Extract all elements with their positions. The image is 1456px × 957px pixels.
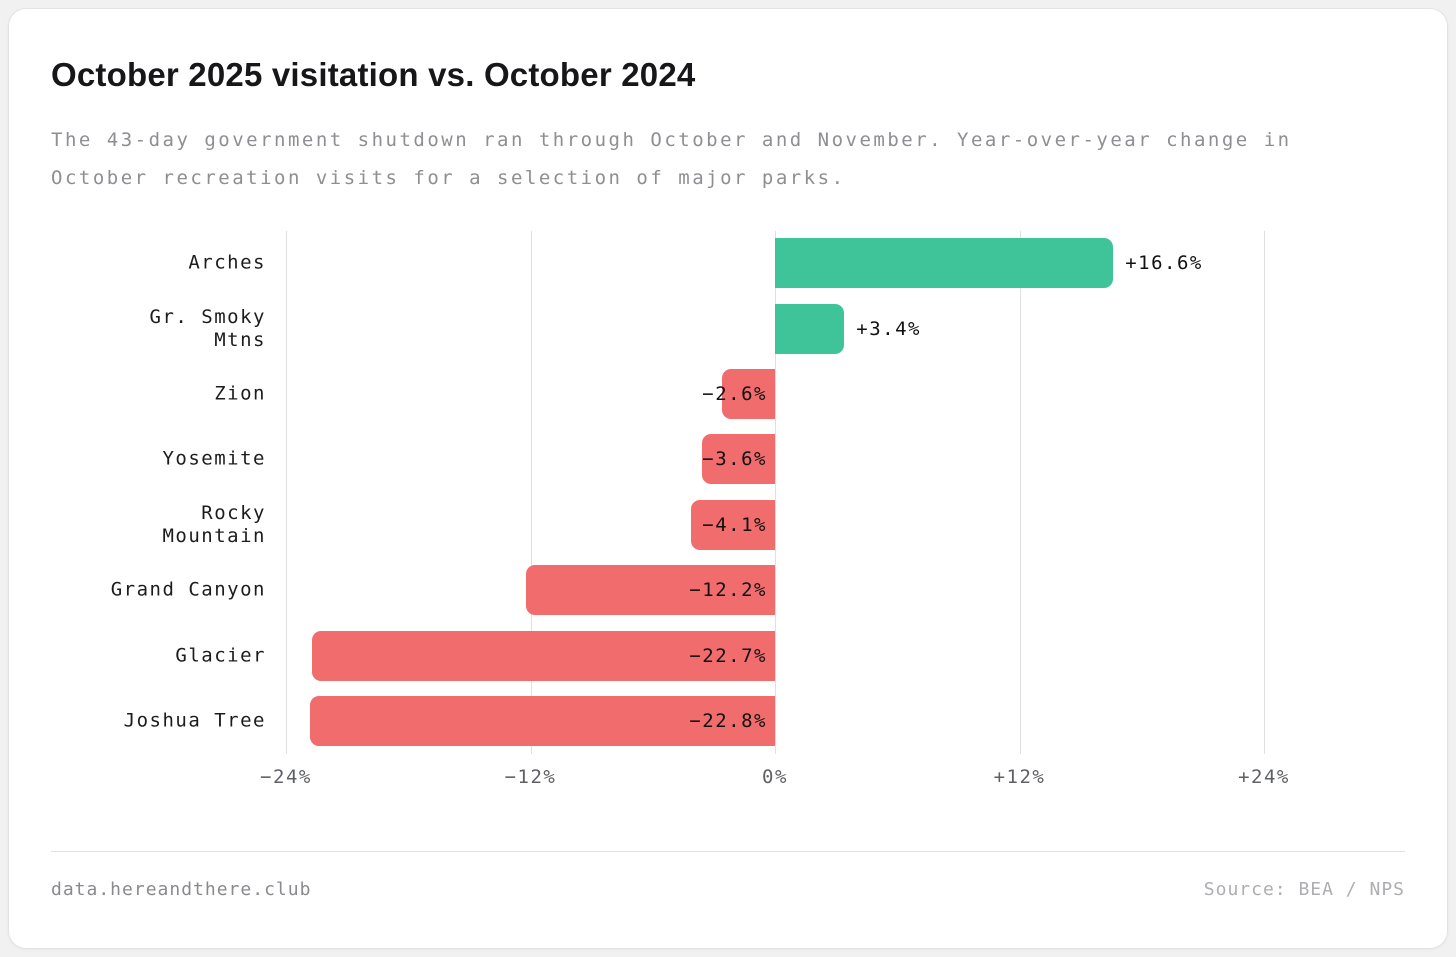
bar-chart: Arches +16.6% Gr. Smoky Mtns +3.4% Zion −2.6%… [51, 230, 1405, 754]
category-label: Grand Canyon [110, 578, 266, 601]
page-title: October 2025 visitation vs. October 2024 [51, 56, 696, 93]
category-label: Arches [188, 251, 266, 274]
bar-joshua-tree [310, 696, 775, 747]
chart-row-gr-smoky-mtns: Gr. Smoky Mtns +3.4% [51, 296, 1405, 361]
value-label: +16.6% [1125, 252, 1203, 275]
value-label: −3.6% [702, 448, 767, 471]
chart-card: October 2025 visitation vs. October 2024… [8, 8, 1448, 949]
chart-row-yosemite: Yosemite −3.6% [51, 427, 1405, 492]
source-credit: Source: BEA / NPS [1203, 878, 1405, 900]
page-footer: data.hereandthere.club Source: BEA / NPS [51, 879, 1405, 900]
value-label: −12.2% [689, 579, 767, 602]
bar-zion [722, 369, 775, 420]
chart-row-joshua-tree: Joshua Tree −22.8% [51, 688, 1405, 753]
bar-grand-canyon [526, 565, 775, 616]
gridline [530, 230, 532, 754]
category-label: Gr. Smoky Mtns [149, 305, 266, 351]
chart-row-rocky-mountain: Rocky Mountain −4.1% [51, 492, 1405, 557]
chart-row-glacier: Glacier −22.7% [51, 623, 1405, 688]
x-tick-label: +12% [993, 765, 1046, 788]
gridline [1019, 230, 1021, 754]
value-label: −4.1% [702, 513, 767, 536]
category-label: Glacier [175, 644, 266, 667]
gridline [775, 230, 776, 754]
x-axis: −24% −12% 0% +12% +24% [51, 754, 1405, 798]
x-tick-label: 0% [762, 765, 788, 788]
bar-glacier [312, 630, 775, 681]
value-label: +3.4% [856, 317, 921, 340]
x-tick-label: +24% [1238, 765, 1290, 788]
category-label: Joshua Tree [123, 709, 266, 732]
data-credit: data.hereandthere.club [51, 878, 312, 900]
bar-yosemite [701, 434, 775, 485]
value-label: −22.7% [689, 644, 767, 667]
category-label: Yosemite [162, 447, 266, 470]
category-label: Zion [214, 382, 266, 405]
page-subtitle: The 43-day government shutdown ran throu… [51, 128, 1292, 189]
category-label: Rocky Mountain [162, 501, 266, 547]
gridline [1264, 230, 1265, 754]
gridline [286, 230, 287, 754]
bar-gr-smoky-mtns [775, 303, 845, 354]
x-tick-label: −24% [260, 765, 312, 788]
bar-rocky-mountain [691, 499, 775, 550]
chart-row-zion: Zion −2.6% [51, 361, 1405, 426]
chart-row-arches: Arches +16.6% [51, 231, 1405, 296]
x-tick-label: −12% [504, 765, 557, 788]
chart-row-grand-canyon: Grand Canyon −12.2% [51, 558, 1405, 623]
bar-arches [775, 238, 1114, 289]
value-label: −2.6% [702, 383, 767, 406]
footer-divider [51, 850, 1405, 852]
value-label: −22.8% [689, 710, 767, 733]
